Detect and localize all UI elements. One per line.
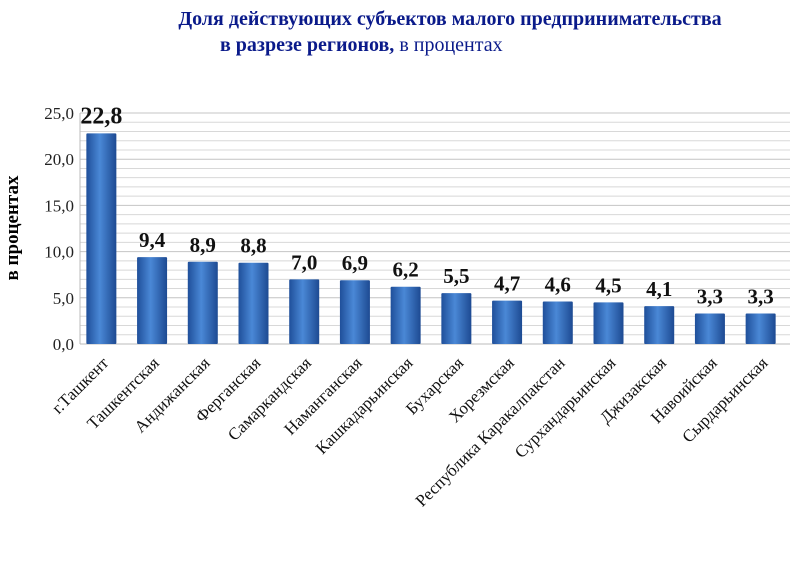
bar xyxy=(542,301,573,344)
data-label: 7,0 xyxy=(291,250,317,274)
data-label: 3,3 xyxy=(697,285,723,309)
bars xyxy=(86,133,776,344)
y-axis-label: в процентах xyxy=(2,175,23,280)
bar xyxy=(137,257,168,344)
x-tick-label: Кашкадарьинская xyxy=(312,353,417,458)
gridlines xyxy=(80,112,790,345)
bar xyxy=(745,313,776,344)
bar xyxy=(644,306,675,344)
y-tick-label: 15,0 xyxy=(44,196,74,215)
y-tick-label: 5,0 xyxy=(53,289,74,308)
bar xyxy=(441,293,472,344)
data-label: 8,9 xyxy=(190,233,216,257)
data-label: 4,6 xyxy=(545,272,571,296)
y-tick-label: 10,0 xyxy=(44,243,74,262)
data-label: 4,7 xyxy=(494,272,520,296)
bar xyxy=(238,262,269,344)
data-label: 9,4 xyxy=(139,228,166,252)
title-line-2-bold: в разрезе регионов, xyxy=(220,34,395,56)
data-label: 4,1 xyxy=(646,277,672,301)
bar xyxy=(187,261,218,344)
bar xyxy=(390,286,421,344)
bar xyxy=(593,302,624,344)
bar xyxy=(289,279,320,344)
title-line-2: в разрезе регионов, в процентах xyxy=(220,32,503,58)
data-label: 5,5 xyxy=(443,264,469,288)
bar xyxy=(86,133,117,344)
bar xyxy=(339,280,370,344)
y-tick-label: 20,0 xyxy=(44,150,74,169)
bar xyxy=(694,313,725,344)
data-label: 6,9 xyxy=(342,251,368,275)
title-line-1: Доля действующих субъектов малого предпр… xyxy=(178,8,722,30)
data-label: 3,3 xyxy=(748,285,774,309)
y-tick-label: 0,0 xyxy=(53,335,74,354)
y-tick-label: 25,0 xyxy=(44,104,74,123)
data-label: 8,8 xyxy=(240,234,266,258)
bar xyxy=(492,300,523,344)
data-label: 22,8 xyxy=(80,103,122,129)
data-label: 6,2 xyxy=(393,258,419,282)
title-line-2-normal: в процентах xyxy=(394,34,503,56)
data-label: 4,5 xyxy=(595,273,621,297)
